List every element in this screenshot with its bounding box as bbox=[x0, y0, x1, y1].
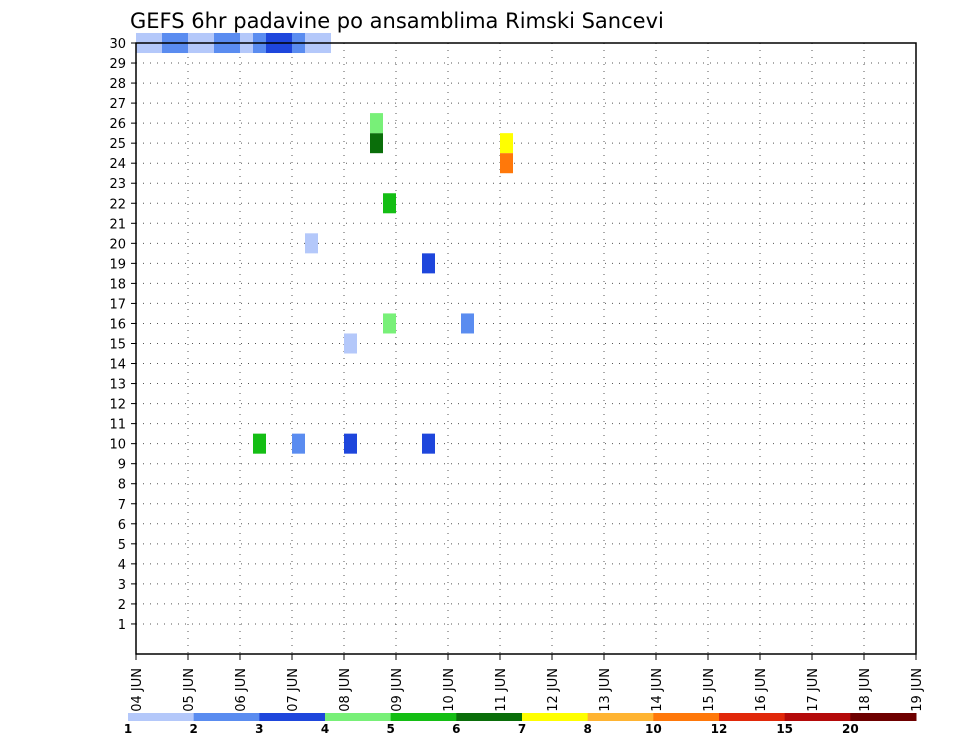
x-tick-label: 13 JUN bbox=[598, 668, 613, 712]
y-tick-label: 19 bbox=[109, 257, 126, 272]
y-tick-label: 25 bbox=[109, 137, 126, 152]
colorbar-segment bbox=[325, 713, 392, 721]
y-tick-label: 22 bbox=[109, 197, 126, 212]
precip-cell bbox=[383, 313, 396, 334]
x-tick-label: 12 JUN bbox=[546, 668, 561, 712]
y-tick-label: 9 bbox=[118, 458, 126, 473]
colorbar-segment bbox=[653, 713, 720, 721]
y-tick-label: 4 bbox=[118, 558, 126, 573]
plot-frame bbox=[135, 42, 917, 655]
colorbar-label: 2 bbox=[189, 722, 197, 736]
chart-title: GEFS 6hr padavine po ansamblima Rimski S… bbox=[130, 9, 664, 33]
colorbar-segment bbox=[522, 713, 589, 721]
precip-cell bbox=[344, 333, 357, 354]
y-tick-label: 3 bbox=[118, 578, 126, 593]
precip-cell bbox=[344, 433, 357, 454]
x-tick-label: 05 JUN bbox=[182, 668, 197, 712]
x-tick-label: 11 JUN bbox=[494, 668, 509, 712]
colorbar-label: 15 bbox=[776, 722, 793, 736]
colorbar-label: 5 bbox=[386, 722, 394, 736]
colorbar-segment bbox=[390, 713, 457, 721]
colorbar-label: 20 bbox=[842, 722, 859, 736]
y-tick-label: 26 bbox=[109, 117, 126, 132]
x-tick-label: 10 JUN bbox=[442, 668, 457, 712]
y-tick-label: 8 bbox=[118, 478, 126, 493]
x-tick-label: 19 JUN bbox=[910, 668, 925, 712]
precip-cell bbox=[422, 253, 435, 274]
colorbar-segment bbox=[128, 713, 195, 721]
y-tick-label: 20 bbox=[109, 237, 126, 252]
y-tick-label: 11 bbox=[109, 418, 126, 433]
x-tick-label: 07 JUN bbox=[286, 668, 301, 712]
y-tick-label: 10 bbox=[109, 438, 126, 453]
precip-cell bbox=[292, 433, 305, 454]
colorbar-label: 1 bbox=[124, 722, 132, 736]
y-tick-label: 15 bbox=[109, 337, 126, 352]
x-tick-label: 15 JUN bbox=[702, 668, 717, 712]
x-tick-label: 08 JUN bbox=[338, 668, 353, 712]
y-tick-label: 18 bbox=[109, 277, 126, 292]
y-tick-label: 23 bbox=[109, 177, 126, 192]
y-tick-label: 21 bbox=[109, 217, 126, 232]
x-tick-label: 16 JUN bbox=[754, 668, 769, 712]
x-tick-label: 17 JUN bbox=[806, 668, 821, 712]
plot-area: 1234567891011121314151617181920212223242… bbox=[109, 32, 925, 712]
colorbar-label: 7 bbox=[518, 722, 526, 736]
colorbar-label: 6 bbox=[452, 722, 460, 736]
y-tick-label: 16 bbox=[109, 317, 126, 332]
y-tick-label: 28 bbox=[109, 77, 126, 92]
colorbar-label: 3 bbox=[255, 722, 263, 736]
colorbar-segment bbox=[456, 713, 523, 721]
y-tick-label: 14 bbox=[109, 358, 126, 373]
precip-cell bbox=[500, 153, 513, 174]
precip-cell bbox=[422, 433, 435, 454]
colorbar-segment bbox=[784, 713, 851, 721]
y-tick-label: 30 bbox=[109, 37, 126, 52]
colorbar-label: 12 bbox=[711, 722, 728, 736]
x-tick-label: 06 JUN bbox=[234, 668, 249, 712]
colorbar-label: 10 bbox=[645, 722, 662, 736]
x-tick-label: 09 JUN bbox=[390, 668, 405, 712]
x-tick-label: 14 JUN bbox=[650, 668, 665, 712]
y-tick-label: 27 bbox=[109, 97, 126, 112]
precip-cell bbox=[383, 193, 396, 214]
colorbar-segment bbox=[850, 713, 917, 721]
y-tick-label: 1 bbox=[118, 618, 126, 633]
y-tick-label: 17 bbox=[109, 297, 126, 312]
y-tick-label: 29 bbox=[109, 57, 126, 72]
precip-cell bbox=[461, 313, 474, 334]
y-tick-label: 6 bbox=[118, 518, 126, 533]
colorbar-segment bbox=[719, 713, 786, 721]
y-tick-label: 12 bbox=[109, 398, 126, 413]
precip-cell bbox=[500, 133, 513, 154]
colorbar-label: 4 bbox=[321, 722, 329, 736]
y-tick-label: 2 bbox=[118, 598, 126, 613]
y-tick-label: 7 bbox=[118, 498, 126, 513]
y-tick-label: 13 bbox=[109, 378, 126, 393]
precip-cell bbox=[370, 113, 383, 134]
colorbar: 1 2 3 4 5 6 7 8 10 12 15 20 bbox=[124, 713, 917, 736]
y-tick-label: 24 bbox=[109, 157, 126, 172]
y-tick-label: 5 bbox=[118, 538, 126, 553]
precip-cell bbox=[370, 133, 383, 154]
precip-cell bbox=[253, 433, 266, 454]
precip-cell bbox=[305, 233, 318, 254]
x-tick-label: 18 JUN bbox=[858, 668, 873, 712]
x-tick-label: 04 JUN bbox=[130, 668, 145, 712]
colorbar-segment bbox=[587, 713, 654, 721]
colorbar-segment bbox=[259, 713, 326, 721]
colorbar-label: 8 bbox=[583, 722, 591, 736]
colorbar-segment bbox=[193, 713, 260, 721]
